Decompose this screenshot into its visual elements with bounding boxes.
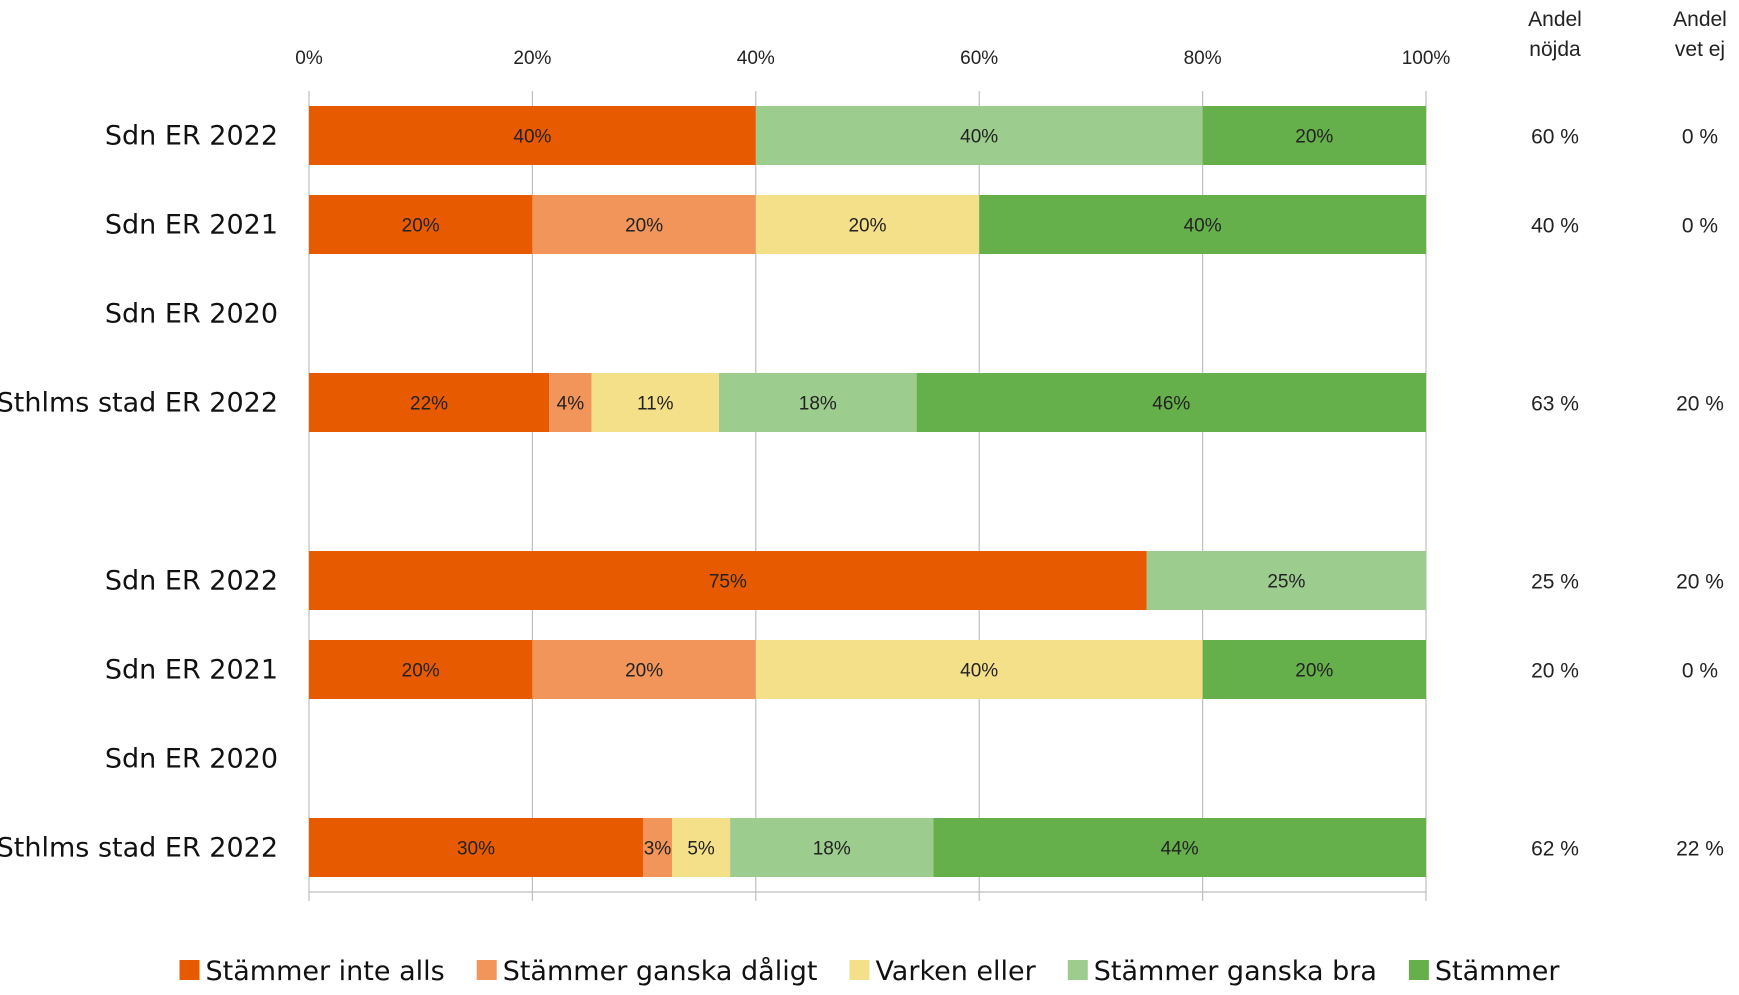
data-label: 20% <box>402 661 440 682</box>
data-label: 25% <box>1267 572 1305 593</box>
category-labels: Sdn ER 2022 Sdn ER 2021 Sdn ER 2020 Sthlms … <box>0 121 278 864</box>
data-label: 44% <box>1161 839 1199 860</box>
category-label: Sdn ER 2021 <box>105 655 278 686</box>
x-axis-ticks: 0% 20% 40% 60% 80% 100% <box>295 48 1450 69</box>
data-label: 3% <box>644 839 672 860</box>
bar-segment <box>309 373 550 432</box>
data-label: 40% <box>513 127 551 148</box>
andel-nojda-value: 63 % <box>1531 393 1579 416</box>
data-label: 40% <box>1184 216 1222 237</box>
x-tick-label: 100% <box>1402 48 1451 69</box>
bar-segment <box>933 818 1426 877</box>
data-label: 18% <box>813 839 851 860</box>
category-label: Sthlms stad ER 2022 <box>0 388 278 419</box>
bar-segment <box>532 640 756 699</box>
legend-label: Stämmer ganska bra <box>1094 956 1377 987</box>
andel-vet-ej-value: 20 % <box>1676 571 1724 594</box>
andel-vet-ej-value: 22 % <box>1676 838 1724 861</box>
data-label: 46% <box>1152 394 1190 415</box>
bar-segment <box>1202 640 1426 699</box>
category-label: Sdn ER 2021 <box>105 210 278 241</box>
side-column-header: vet ej <box>1675 38 1725 61</box>
andel-nojda-value: 40 % <box>1531 215 1579 238</box>
bar-segment <box>979 195 1426 254</box>
bar-segment <box>916 373 1426 432</box>
andel-vet-ej-value: 0 % <box>1682 215 1718 238</box>
data-label: 4% <box>557 394 585 415</box>
bar-segment <box>532 195 756 254</box>
legend-label: Stämmer inte alls <box>206 956 445 987</box>
bar-segment <box>309 640 533 699</box>
bar-segment <box>309 195 533 254</box>
side-column-header: Andel <box>1673 8 1727 31</box>
data-label: 18% <box>799 394 837 415</box>
andel-nojda-value: 20 % <box>1531 660 1579 683</box>
andel-vet-ej-value: 0 % <box>1682 126 1718 149</box>
legend-swatch <box>179 960 200 980</box>
legend-label: Varken eller <box>875 956 1036 987</box>
data-label: 20% <box>402 216 440 237</box>
bar-segment <box>591 373 719 432</box>
data-label: 22% <box>410 394 448 415</box>
legend-swatch <box>476 960 497 980</box>
bar-segment <box>549 373 592 432</box>
x-tick-label: 60% <box>960 48 998 69</box>
side-column-header: Andel <box>1528 8 1582 31</box>
legend-swatch <box>1408 960 1429 980</box>
category-label: Sdn ER 2020 <box>105 744 278 775</box>
bar-segment <box>755 640 1203 699</box>
bar-segment <box>755 106 1203 165</box>
data-label: 40% <box>960 127 998 148</box>
category-label: Sthlms stad ER 2022 <box>0 833 278 864</box>
bar-segment <box>718 373 917 432</box>
andel-nojda-value: 25 % <box>1531 571 1579 594</box>
andel-vet-ej-value: 0 % <box>1682 660 1718 683</box>
data-label: 20% <box>625 661 663 682</box>
bar-segment <box>1146 551 1426 610</box>
data-label: 20% <box>1295 661 1333 682</box>
bars: 40% 40% 20% 20% 20% 20% 40% 22% 4% 11% 18% 46% 75% 25… <box>309 106 1426 877</box>
bar-segment <box>672 818 731 877</box>
data-label: 5% <box>687 839 715 860</box>
data-label: 11% <box>637 394 674 415</box>
data-label: 30% <box>457 839 495 860</box>
category-label: Sdn ER 2022 <box>105 121 278 152</box>
legend-swatch <box>1067 960 1088 980</box>
legend-label: Stämmer <box>1435 956 1560 987</box>
bar-segment <box>755 195 980 254</box>
bar-segment <box>642 818 673 877</box>
x-tick-label: 40% <box>737 48 775 69</box>
side-columns: Andel nöjda Andel vet ej 60 % 0 % 40 % 0 % 63 % 2… <box>1528 8 1727 861</box>
andel-nojda-value: 62 % <box>1531 838 1579 861</box>
data-label: 20% <box>625 216 663 237</box>
x-tick-label: 0% <box>295 48 323 69</box>
bar-segment <box>309 818 643 877</box>
legend-label: Stämmer ganska dåligt <box>503 956 818 987</box>
x-tick-label: 80% <box>1184 48 1222 69</box>
andel-vet-ej-value: 20 % <box>1676 393 1724 416</box>
data-label: 20% <box>848 216 886 237</box>
bar-segment <box>309 551 1147 610</box>
data-label: 75% <box>709 572 747 593</box>
category-label: Sdn ER 2022 <box>105 566 278 597</box>
category-label: Sdn ER 2020 <box>105 299 278 330</box>
bar-segment <box>730 818 934 877</box>
andel-nojda-value: 60 % <box>1531 126 1579 149</box>
data-label: 20% <box>1295 127 1333 148</box>
legend-swatch <box>849 960 870 980</box>
bar-segment <box>1202 106 1426 165</box>
x-tick-label: 20% <box>513 48 551 69</box>
data-label: 40% <box>960 661 998 682</box>
side-column-header: nöjda <box>1529 38 1581 61</box>
legend: Stämmer inte alls Stämmer ganska dåligt Va… <box>179 956 1560 987</box>
bar-segment <box>309 106 756 165</box>
